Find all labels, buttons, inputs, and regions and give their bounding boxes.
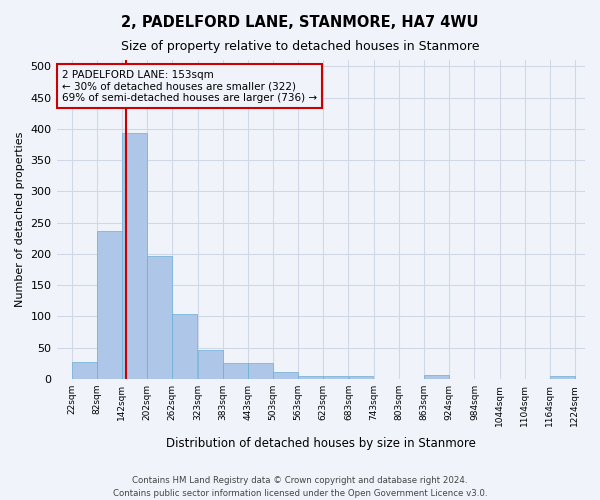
Bar bbox=[424, 376, 449, 379]
Bar bbox=[223, 364, 248, 379]
Bar bbox=[147, 256, 172, 379]
Text: 2, PADELFORD LANE, STANMORE, HA7 4WU: 2, PADELFORD LANE, STANMORE, HA7 4WU bbox=[121, 15, 479, 30]
Text: Contains HM Land Registry data © Crown copyright and database right 2024.: Contains HM Land Registry data © Crown c… bbox=[132, 476, 468, 485]
Bar bbox=[72, 362, 97, 379]
Y-axis label: Number of detached properties: Number of detached properties bbox=[15, 132, 25, 307]
Bar bbox=[550, 376, 575, 379]
Bar bbox=[198, 350, 223, 379]
Text: Size of property relative to detached houses in Stanmore: Size of property relative to detached ho… bbox=[121, 40, 479, 53]
Text: Contains public sector information licensed under the Open Government Licence v3: Contains public sector information licen… bbox=[113, 488, 487, 498]
Bar bbox=[349, 376, 373, 379]
Bar bbox=[122, 132, 147, 379]
Bar bbox=[298, 376, 323, 379]
Text: 2 PADELFORD LANE: 153sqm
← 30% of detached houses are smaller (322)
69% of semi-: 2 PADELFORD LANE: 153sqm ← 30% of detach… bbox=[62, 70, 317, 103]
Bar bbox=[97, 232, 122, 379]
X-axis label: Distribution of detached houses by size in Stanmore: Distribution of detached houses by size … bbox=[166, 437, 476, 450]
Bar bbox=[273, 372, 298, 379]
Bar bbox=[248, 364, 273, 379]
Bar bbox=[172, 314, 197, 379]
Bar bbox=[323, 376, 348, 379]
